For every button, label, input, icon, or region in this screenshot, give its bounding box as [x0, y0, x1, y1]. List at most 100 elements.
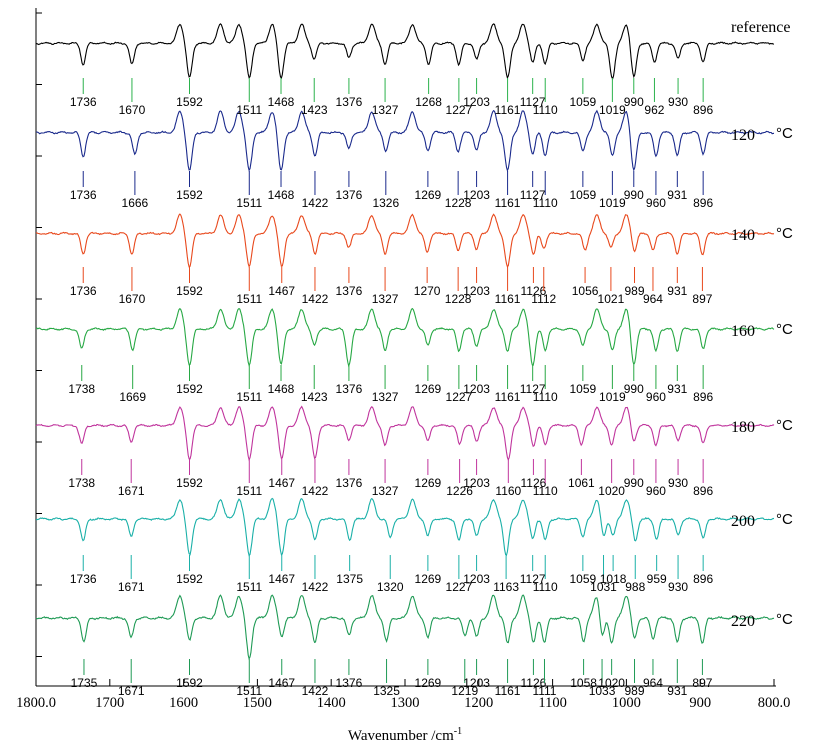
peak-label: 988: [625, 580, 645, 594]
peak-label: 1203: [463, 95, 490, 109]
peak-label: 1738: [68, 382, 95, 396]
peak-label: 1666: [122, 196, 149, 210]
peak-label: 1269: [415, 382, 442, 396]
peak-label: 1203: [463, 476, 490, 490]
peak-label: 1467: [268, 476, 295, 490]
peak-label: 1511: [236, 196, 262, 210]
peak-label: 1327: [372, 390, 399, 404]
peak-label: 1112: [531, 292, 556, 306]
peak-label: 1467: [268, 572, 295, 586]
peak-label: 1227: [446, 580, 473, 594]
peak-label: 989: [625, 684, 645, 698]
spectra-traces: reference 120 °C 140 °C 160 °C 180 °C 200 °C 220 °C: [35, 19, 793, 661]
peak-label: 1592: [176, 95, 203, 109]
x-tick-label: 1800.0: [16, 695, 56, 711]
peak-label: 1110: [533, 196, 558, 210]
peak-label: 1269: [415, 676, 442, 690]
x-tick-label: 800.0: [758, 695, 791, 711]
peak-label: 1422: [302, 580, 329, 594]
peak-label: 1269: [415, 476, 442, 490]
spectrum-line-160: [35, 307, 775, 368]
peak-label: 1161: [495, 390, 521, 404]
peak-annotations: 1736 1670 1592 1511 1468 1423 1376 1327 1268 1227…: [68, 78, 713, 698]
peak-label: 1126: [521, 284, 547, 298]
peak-label: 1219: [451, 684, 478, 698]
peak-label: 897: [692, 292, 712, 306]
peak-label: 1268: [415, 95, 442, 109]
spectrum-line-180: [35, 405, 775, 462]
peak-label: 990: [624, 476, 644, 490]
peak-label: 1376: [336, 188, 363, 202]
peak-label: 959: [647, 572, 667, 586]
peak-label: 1126: [521, 676, 547, 690]
peak-label: 1059: [570, 572, 597, 586]
series-temp-unit: °C: [776, 321, 793, 338]
peak-label: 1203: [463, 382, 490, 396]
peak-label: 1227: [446, 390, 473, 404]
peak-label: 931: [667, 188, 687, 202]
peak-label: 1670: [119, 292, 146, 306]
peak-label: 1110: [533, 103, 558, 117]
series-temp-unit: °C: [776, 611, 793, 628]
peak-label: 1511: [236, 580, 262, 594]
peak-label: 931: [667, 684, 687, 698]
peak-label: 1422: [302, 196, 329, 210]
peak-label: 1203: [463, 572, 490, 586]
peak-label: 1422: [302, 484, 329, 498]
peak-label: 1058: [570, 676, 597, 690]
peak-label: 1326: [372, 196, 399, 210]
peak-label: 1269: [415, 188, 442, 202]
x-tick-label: 1400: [317, 695, 346, 711]
peak-label: 990: [624, 188, 644, 202]
peak-label: 1511: [236, 684, 262, 698]
peak-label: 930: [668, 95, 688, 109]
peak-label: 931: [667, 382, 687, 396]
peak-label: 1735: [71, 676, 98, 690]
peak-label: 897: [692, 676, 712, 690]
peak-label: 1325: [373, 684, 400, 698]
peak-label: 1127: [520, 382, 546, 396]
series-temp-unit: °C: [776, 417, 793, 434]
peak-label: 1056: [572, 284, 599, 298]
peak-label: 1163: [493, 580, 519, 594]
series-temp-label: 200: [731, 513, 755, 530]
peak-label: 1126: [521, 476, 547, 490]
x-tick-label: 900: [689, 695, 711, 711]
series-reference-label: reference: [731, 19, 791, 36]
peak-label: 1227: [446, 103, 473, 117]
series-temp-label: 140: [731, 227, 755, 244]
peak-label: 1203: [463, 284, 490, 298]
peak-label: 1019: [599, 103, 626, 117]
peak-label: 964: [643, 292, 663, 306]
spectrum-line-reference: [35, 23, 775, 81]
x-tick-label: 1700: [95, 695, 124, 711]
x-tick-label: 1500: [243, 695, 272, 711]
peak-label: 1018: [600, 572, 627, 586]
spectrum-line-140: [35, 213, 775, 268]
peak-label: 1127: [520, 572, 546, 586]
peak-label: 1111: [532, 684, 556, 698]
x-tick-label: 1300: [391, 695, 420, 711]
peak-label: 960: [646, 390, 666, 404]
peak-label: 1670: [119, 103, 146, 117]
peak-label: 964: [643, 676, 663, 690]
peak-label: 1161: [495, 103, 521, 117]
series-temp-unit: °C: [776, 125, 793, 142]
peak-label: 1511: [236, 390, 262, 404]
series-temp-unit: °C: [776, 511, 793, 528]
peak-label: 1161: [495, 196, 521, 210]
peak-label: 1127: [520, 188, 546, 202]
peak-label: 1320: [377, 580, 404, 594]
peak-label: 896: [693, 390, 713, 404]
peak-label: 1203: [463, 676, 490, 690]
x-tick-label: 1000: [612, 695, 641, 711]
peak-label: 1467: [268, 676, 295, 690]
x-tick-label: 1100: [538, 695, 566, 711]
peak-label: 1327: [372, 292, 399, 306]
peak-label: 1327: [372, 484, 399, 498]
peak-label: 1228: [445, 196, 472, 210]
peak-label: 1376: [336, 676, 363, 690]
peak-label: 1736: [70, 284, 97, 298]
peak-label: 1738: [68, 476, 95, 490]
